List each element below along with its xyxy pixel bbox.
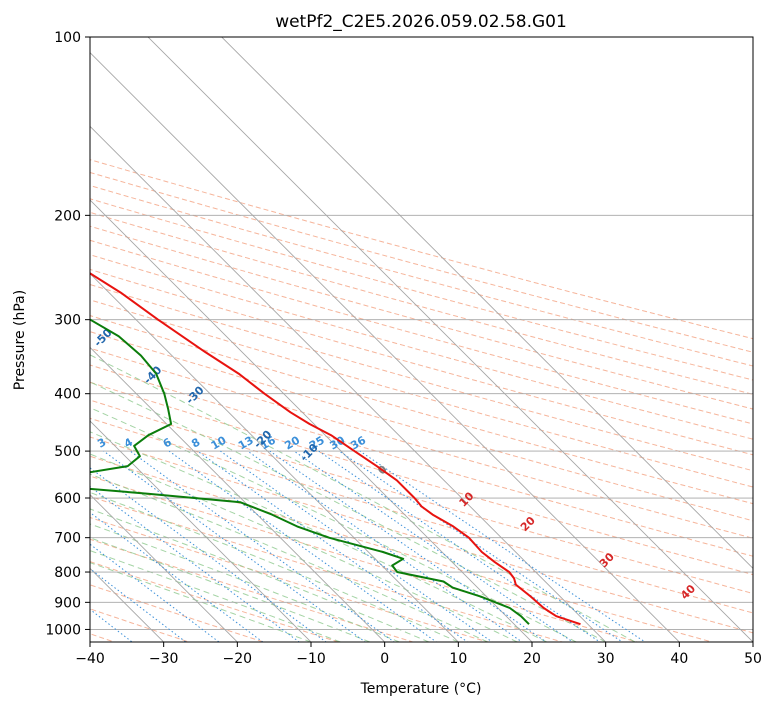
dry-adiabat — [90, 331, 753, 522]
isotherm — [90, 125, 607, 642]
mixing-ratio-line — [269, 450, 548, 642]
dewpoint-line — [90, 318, 530, 625]
y-tick-label: 400 — [54, 387, 81, 403]
dry-adiabat — [90, 399, 753, 595]
dry-adiabat — [90, 417, 753, 614]
background-lines — [90, 37, 753, 642]
x-tick-label: −10 — [296, 651, 326, 667]
y-tick-label: 600 — [54, 491, 81, 507]
mixing-ratio-line — [90, 543, 220, 642]
x-tick-label: −40 — [75, 651, 105, 667]
isotherm — [147, 37, 753, 642]
dry-adiabat — [90, 283, 753, 472]
isotherm — [90, 494, 238, 642]
isotherm — [90, 346, 386, 642]
y-axis-label: Pressure (hPa) — [12, 290, 28, 390]
dry-adiabat — [90, 225, 753, 410]
mixing-ratio-line — [318, 450, 601, 642]
moist-adiabat — [90, 407, 577, 642]
mixing-ratio-line — [220, 450, 494, 642]
isotherm — [90, 199, 533, 642]
dry-adiabat — [90, 239, 753, 425]
dry-adiabat — [90, 299, 753, 488]
x-tick-label: 30 — [597, 651, 615, 667]
mixing-ratio-line — [90, 568, 187, 642]
mixing-ratio-line — [90, 511, 264, 642]
chart-title: wetPf2_C2E5.2026.059.02.58.G01 — [275, 12, 567, 32]
mixing-ratio-line — [129, 450, 396, 642]
x-tick-label: 40 — [670, 651, 688, 667]
mixing-ratio-line — [338, 450, 624, 642]
mixing-ratio-line — [359, 450, 647, 642]
dry-adiabat — [90, 538, 415, 642]
y-tick-label: 300 — [54, 313, 81, 329]
x-tick-label: 0 — [380, 651, 389, 667]
axes: −40 −30 −20 −10 0 10 20 30 40 50 1000 900 800 700 600 5… — [45, 30, 762, 667]
dry-adiabat — [90, 455, 714, 642]
moist-adiabat — [90, 491, 459, 642]
mixing-ratio-line — [90, 485, 301, 642]
x-tick-label: −20 — [223, 651, 253, 667]
moist-adiabat — [90, 431, 547, 642]
y-tick-label: 700 — [54, 531, 81, 547]
moist-adiabat — [90, 381, 606, 642]
mixing-ratio-line — [293, 450, 574, 642]
isotherm — [90, 52, 680, 642]
mixing-ratio-line — [90, 608, 133, 642]
dry-adiabat — [90, 516, 490, 642]
x-tick-label: 50 — [744, 651, 762, 667]
y-tick-label: 100 — [54, 30, 81, 46]
profile-lines — [90, 272, 581, 626]
x-axis-label: Temperature (°C) — [360, 681, 482, 697]
moist-adiabat — [90, 473, 489, 642]
mixing-ratio-line — [168, 450, 438, 642]
dry-adiabat — [90, 475, 639, 642]
mixing-ratio-line — [103, 450, 367, 642]
y-tick-label: 800 — [54, 565, 81, 581]
dry-adiabat — [90, 185, 753, 367]
moist-adiabat — [90, 550, 341, 642]
isotherm — [90, 420, 312, 642]
x-tick-label: 20 — [523, 651, 541, 667]
isotherm — [221, 37, 753, 569]
dry-adiabat — [90, 436, 753, 634]
dry-adiabat — [90, 198, 753, 381]
y-tick-label: 200 — [54, 208, 81, 224]
x-tick-label: 10 — [449, 651, 467, 667]
plot-frame — [89, 36, 754, 643]
mixing-ratio-line — [247, 450, 524, 642]
y-tick-label: 1000 — [45, 622, 81, 638]
y-tick-label: 500 — [54, 444, 81, 460]
y-tick-label: 900 — [54, 595, 81, 611]
dry-adiabat — [90, 364, 753, 557]
dry-adiabat — [90, 495, 565, 642]
x-tick-label: −30 — [149, 651, 179, 667]
moist-adiabat — [90, 523, 400, 642]
temperature-line — [90, 272, 581, 626]
